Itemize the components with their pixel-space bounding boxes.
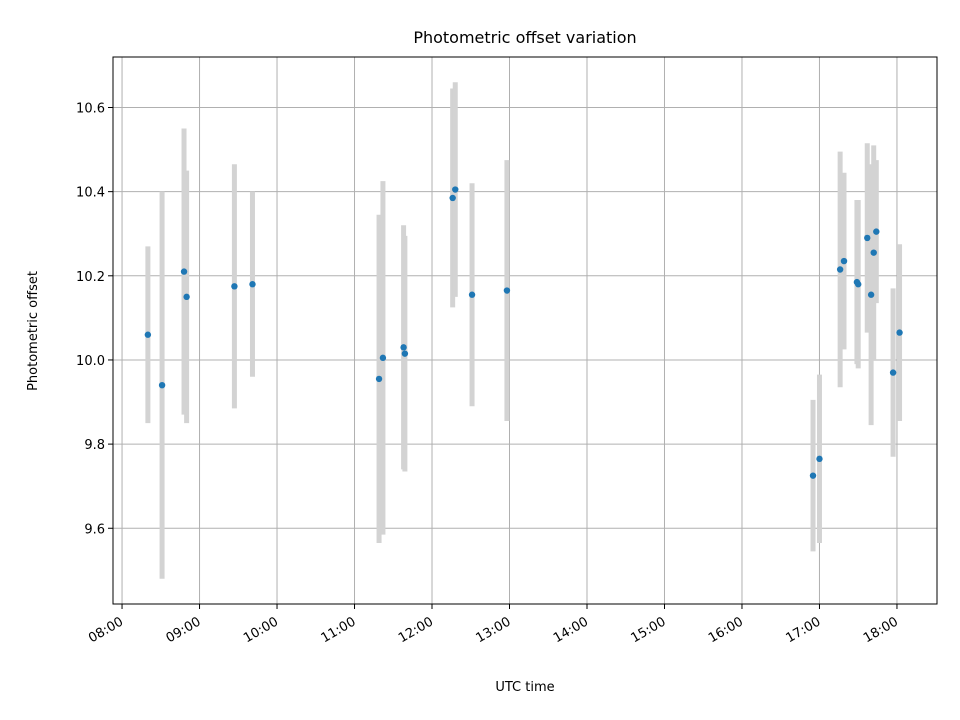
data-point bbox=[889, 369, 897, 376]
x-tick-label: 13:00 bbox=[474, 614, 514, 646]
data-point bbox=[249, 281, 256, 288]
data-point bbox=[836, 266, 844, 273]
data-point bbox=[144, 331, 152, 338]
data-point bbox=[870, 249, 877, 256]
x-tick-label: 17:00 bbox=[784, 614, 824, 646]
x-tick-label: 10:00 bbox=[241, 614, 281, 646]
data-point bbox=[873, 228, 880, 235]
y-tick-label: 9.8 bbox=[84, 438, 105, 453]
x-tick-label: 16:00 bbox=[706, 614, 746, 646]
data-point bbox=[468, 291, 476, 298]
x-tick-label: 15:00 bbox=[629, 614, 669, 646]
y-tick-label: 10.0 bbox=[76, 354, 105, 369]
y-tick-label: 10.6 bbox=[76, 101, 105, 116]
y-axis-ticks: 9.6 9.8 10.0 10.2 10.4 10.6 bbox=[76, 101, 113, 537]
data-point bbox=[379, 354, 387, 362]
data-point bbox=[896, 329, 903, 336]
x-tick-label: 18:00 bbox=[861, 614, 901, 646]
data-point bbox=[183, 293, 190, 301]
data-point bbox=[816, 455, 823, 463]
x-axis-ticks: 08:00 09:00 10:00 11:00 12:00 13:00 14:00 15:00… bbox=[86, 604, 901, 646]
data-point bbox=[231, 283, 238, 290]
y-axis-label: Photometric offset bbox=[26, 271, 41, 391]
x-tick-label: 12:00 bbox=[396, 614, 436, 646]
chart-title: Photometric offset variation bbox=[413, 28, 636, 47]
y-tick-label: 9.6 bbox=[84, 522, 105, 537]
data-point bbox=[400, 344, 407, 351]
data-point bbox=[449, 194, 456, 202]
data-point bbox=[867, 291, 875, 298]
data-point bbox=[864, 234, 871, 242]
data-point bbox=[840, 257, 848, 265]
error-bars bbox=[145, 82, 903, 579]
x-tick-label: 08:00 bbox=[86, 614, 126, 646]
data-point bbox=[401, 350, 409, 357]
y-tick-label: 10.4 bbox=[76, 186, 105, 201]
data-point bbox=[375, 375, 383, 383]
data-point bbox=[158, 382, 166, 389]
grid-lines bbox=[113, 57, 937, 604]
plot-frame bbox=[112, 56, 938, 605]
data-point bbox=[809, 472, 817, 479]
x-tick-label: 14:00 bbox=[551, 614, 591, 646]
y-tick-label: 10.2 bbox=[76, 270, 105, 285]
data-points bbox=[144, 186, 903, 479]
x-axis-label: UTC time bbox=[495, 680, 554, 695]
data-point bbox=[452, 186, 459, 193]
data-point bbox=[503, 287, 511, 294]
x-tick-label: 11:00 bbox=[319, 614, 359, 646]
data-point bbox=[180, 268, 188, 275]
x-tick-label: 09:00 bbox=[164, 614, 204, 646]
data-point bbox=[855, 281, 862, 288]
